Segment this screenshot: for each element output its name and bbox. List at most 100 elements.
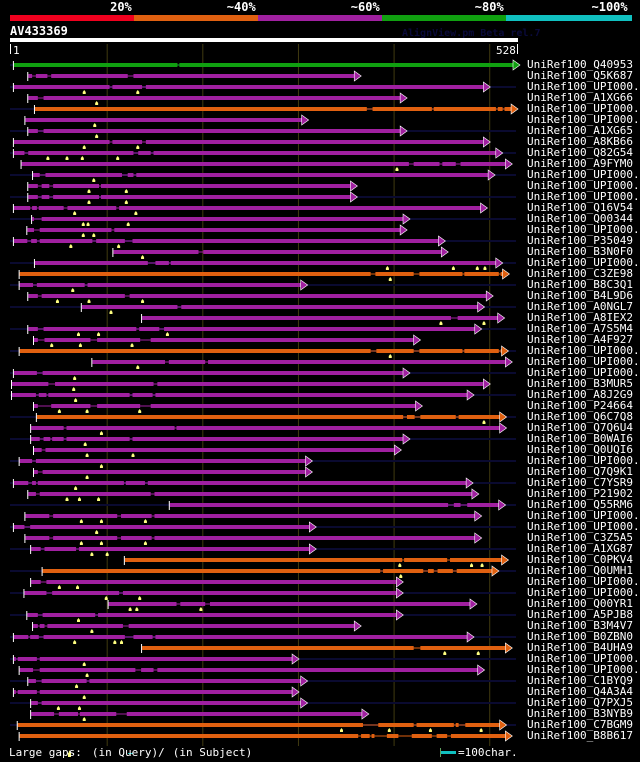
hit-row[interactable] bbox=[10, 59, 521, 71]
hit-label[interactable]: UniRef100_C3Z5A5 bbox=[527, 531, 633, 544]
hit-row[interactable] bbox=[10, 213, 516, 226]
hit-label[interactable]: UniRef100_UPI000.. bbox=[527, 663, 640, 676]
hit-row[interactable] bbox=[24, 532, 483, 545]
hit-label[interactable]: UniRef100_A7S5M4 bbox=[527, 322, 633, 335]
hit-row[interactable] bbox=[10, 125, 516, 138]
hit-row[interactable] bbox=[18, 730, 513, 742]
hit-row[interactable] bbox=[10, 411, 516, 424]
hit-row[interactable] bbox=[141, 312, 506, 325]
hit-row[interactable] bbox=[12, 686, 300, 699]
hit-row[interactable] bbox=[10, 521, 516, 534]
hit-row[interactable] bbox=[10, 543, 516, 556]
hit-label[interactable]: UniRef100_Q40953 bbox=[527, 58, 633, 71]
hit-row[interactable] bbox=[10, 81, 516, 94]
hit-row[interactable] bbox=[10, 235, 516, 248]
hit-row[interactable] bbox=[10, 587, 516, 600]
hit-label[interactable]: UniRef100_UPI000.. bbox=[527, 344, 640, 357]
hit-row[interactable] bbox=[10, 455, 516, 468]
hit-label[interactable]: UniRef100_Q0UMH1 bbox=[527, 564, 633, 577]
hit-label[interactable]: UniRef100_A9FYM0 bbox=[527, 157, 633, 170]
hit-label[interactable]: UniRef100_C3ZE98 bbox=[527, 267, 633, 280]
hit-label[interactable]: UniRef100_UPI000.. bbox=[527, 223, 640, 236]
hit-label[interactable]: UniRef100_A1XG65 bbox=[527, 124, 633, 137]
hit-label[interactable]: UniRef100_UPI000.. bbox=[527, 575, 640, 588]
hit-label[interactable]: UniRef100_B8C3Q1 bbox=[527, 278, 633, 291]
hit-row[interactable] bbox=[10, 257, 516, 270]
hit-label[interactable]: UniRef100_Q16V54 bbox=[527, 201, 633, 214]
hit-row[interactable] bbox=[107, 598, 478, 611]
hit-row[interactable] bbox=[10, 301, 516, 314]
hit-label[interactable]: UniRef100_UPI000.. bbox=[527, 168, 640, 181]
hit-row[interactable] bbox=[10, 367, 516, 380]
hit-row[interactable] bbox=[27, 290, 494, 303]
hit-label[interactable]: UniRef100_UPI000.. bbox=[527, 520, 640, 533]
hit-label[interactable]: UniRef100_Q0UQI6 bbox=[527, 443, 633, 456]
hit-label[interactable]: UniRef100_UPI000.. bbox=[527, 80, 640, 93]
hit-row[interactable] bbox=[12, 136, 491, 149]
hit-row[interactable] bbox=[32, 444, 402, 457]
hit-label[interactable]: UniRef100_B8B617 bbox=[527, 729, 633, 742]
hit-row[interactable] bbox=[18, 268, 510, 281]
hit-row[interactable] bbox=[10, 191, 516, 204]
hit-row[interactable] bbox=[10, 697, 516, 710]
hit-label[interactable]: UniRef100_UPI000.. bbox=[527, 509, 640, 522]
hit-row[interactable] bbox=[10, 169, 516, 182]
hit-label[interactable]: UniRef100_B3M4V7 bbox=[527, 619, 633, 632]
hit-row[interactable] bbox=[10, 499, 516, 511]
hit-row[interactable] bbox=[10, 345, 516, 358]
hit-label[interactable]: UniRef100_P35049 bbox=[527, 234, 633, 247]
hit-label[interactable]: UniRef100_Q00YR1 bbox=[527, 597, 633, 610]
hit-label[interactable]: UniRef100_B3N0F0 bbox=[527, 245, 633, 258]
hit-row[interactable] bbox=[32, 400, 423, 413]
hit-row[interactable] bbox=[27, 180, 358, 193]
hit-row[interactable] bbox=[27, 488, 480, 501]
hit-label[interactable]: UniRef100_B4UHA9 bbox=[527, 641, 633, 654]
hit-label[interactable]: UniRef100_A8J2G9 bbox=[527, 388, 633, 401]
hit-label[interactable]: UniRef100_P24664 bbox=[527, 399, 633, 412]
hit-row[interactable] bbox=[32, 620, 362, 633]
hit-label[interactable]: UniRef100_B3MUR5 bbox=[527, 377, 633, 390]
hit-row[interactable] bbox=[27, 70, 362, 82]
hit-label[interactable]: UniRef100_A8KB66 bbox=[527, 135, 633, 148]
hit-row[interactable] bbox=[10, 477, 516, 490]
hit-row[interactable] bbox=[24, 510, 483, 523]
hit-row[interactable] bbox=[30, 708, 370, 721]
hit-label[interactable]: UniRef100_UPI000.. bbox=[527, 179, 640, 192]
hit-label[interactable]: UniRef100_Q55RM6 bbox=[527, 498, 633, 511]
hit-label[interactable]: UniRef100_UPI000.. bbox=[527, 256, 640, 269]
hit-row[interactable] bbox=[10, 631, 516, 644]
hit-row[interactable] bbox=[10, 609, 516, 622]
hit-label[interactable]: UniRef100_A8IEX2 bbox=[527, 311, 633, 324]
hit-row[interactable] bbox=[30, 422, 508, 435]
hit-row[interactable] bbox=[12, 202, 488, 215]
hit-label[interactable]: UniRef100_A4F927 bbox=[527, 333, 633, 346]
hit-label[interactable]: UniRef100_A0NGL7 bbox=[527, 300, 633, 313]
hit-row[interactable] bbox=[11, 378, 491, 391]
hit-row[interactable] bbox=[10, 719, 516, 732]
hit-label[interactable]: UniRef100_A5PJB8 bbox=[527, 608, 633, 621]
hit-label[interactable]: UniRef100_UPI000.. bbox=[527, 190, 640, 203]
hit-row[interactable] bbox=[32, 334, 422, 347]
hit-label[interactable]: UniRef100_B0WAI6 bbox=[527, 432, 633, 445]
hit-row[interactable] bbox=[32, 466, 313, 479]
hit-label[interactable]: UniRef100_Q6C7Q8 bbox=[527, 410, 633, 423]
hit-label[interactable]: UniRef100_UPI000.. bbox=[527, 102, 640, 115]
hit-label[interactable]: UniRef100_UPI000.. bbox=[527, 113, 640, 126]
hit-row[interactable] bbox=[10, 147, 516, 160]
hit-label[interactable]: UniRef100_UPI000.. bbox=[527, 355, 640, 368]
hit-row[interactable] bbox=[30, 576, 404, 589]
hit-row[interactable] bbox=[26, 224, 408, 237]
hit-row[interactable] bbox=[20, 158, 513, 171]
hit-label[interactable]: UniRef100_C7YSR9 bbox=[527, 476, 633, 489]
hit-row[interactable] bbox=[10, 323, 516, 336]
hit-label[interactable]: UniRef100_Q4A3A4 bbox=[527, 685, 633, 698]
hit-label[interactable]: UniRef100_C0PKV4 bbox=[527, 553, 633, 566]
hit-label[interactable]: UniRef100_A1XG87 bbox=[527, 542, 633, 555]
hit-label[interactable]: UniRef100_Q7Q9K1 bbox=[527, 465, 633, 478]
hit-label[interactable]: UniRef100_UPI000.. bbox=[527, 586, 640, 599]
hit-row[interactable] bbox=[18, 664, 486, 677]
hit-label[interactable]: UniRef100_Q5K687 bbox=[527, 69, 633, 82]
hit-label[interactable]: UniRef100_Q00344 bbox=[527, 212, 633, 225]
hit-row[interactable] bbox=[27, 92, 408, 105]
hit-row[interactable] bbox=[10, 103, 519, 115]
